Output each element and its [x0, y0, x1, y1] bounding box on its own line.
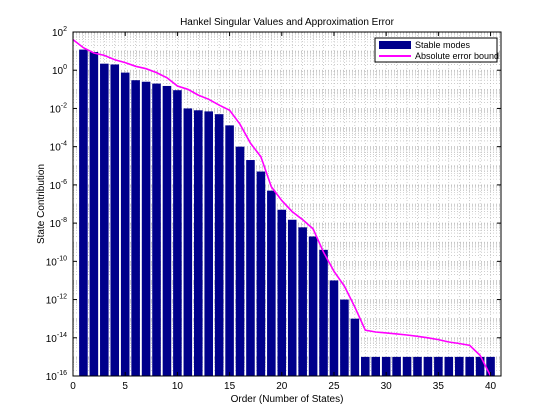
y-tick-label: 10-2 — [50, 102, 67, 115]
bar-order-26 — [340, 299, 349, 376]
legend-entry-error-bound: Absolute error bound — [415, 51, 499, 61]
x-tick-label: 10 — [172, 381, 184, 392]
y-tick-label: 10-10 — [46, 255, 67, 268]
bar-order-16 — [235, 146, 245, 376]
bar-order-34 — [423, 356, 433, 376]
bar-order-39 — [475, 356, 485, 376]
x-tick-label: 40 — [485, 381, 497, 392]
bar-order-5 — [120, 72, 130, 377]
bar-order-12 — [193, 110, 203, 376]
bar-order-3 — [100, 63, 109, 377]
x-tick-label: 35 — [433, 381, 445, 392]
bar-order-29 — [371, 356, 381, 376]
bar-order-32 — [402, 356, 412, 376]
x-tick-label: 5 — [122, 381, 128, 392]
bar-order-21 — [287, 219, 297, 376]
bar-order-20 — [277, 209, 287, 376]
legend-bar-swatch — [379, 41, 411, 49]
bar-order-35 — [434, 356, 443, 376]
bar-order-25 — [329, 280, 339, 376]
bar-order-17 — [246, 160, 255, 376]
bar-order-11 — [183, 108, 193, 376]
error-bound-line — [72, 38, 492, 377]
bars — [79, 49, 495, 377]
y-tick-label: 10-8 — [50, 217, 67, 230]
x-tick-label: 25 — [328, 381, 340, 392]
y-tick-label: 10-4 — [50, 141, 67, 154]
chart-title: Hankel Singular Values and Approximation… — [180, 17, 394, 28]
bar-order-24 — [319, 249, 328, 376]
error-bound-line-layer — [72, 38, 492, 377]
y-tick-label: 10-16 — [46, 370, 67, 383]
x-axis-label: Order (Number of States) — [231, 394, 344, 405]
y-axis-label: State Contribution — [36, 164, 47, 244]
bar-order-15 — [225, 125, 234, 377]
bar-order-27 — [350, 318, 360, 376]
bar-order-31 — [392, 356, 401, 376]
bar-order-1 — [79, 49, 88, 376]
bar-order-8 — [152, 83, 161, 376]
x-tick-label: 0 — [70, 381, 76, 392]
bar-order-14 — [214, 114, 224, 377]
bar-order-6 — [131, 80, 140, 376]
bar-order-4 — [110, 64, 120, 376]
bar-order-19 — [267, 190, 276, 376]
y-tick-label: 102 — [52, 26, 67, 39]
plot-frame — [72, 31, 502, 377]
bar-order-2 — [89, 51, 99, 376]
bar-order-9 — [162, 85, 172, 377]
y-tick-label: 100 — [52, 64, 67, 77]
bar-order-36 — [444, 356, 454, 376]
y-tick-label: 10-12 — [46, 294, 67, 307]
x-tick-label: 20 — [276, 381, 288, 392]
bar-order-28 — [361, 356, 370, 376]
bar-order-30 — [381, 356, 391, 376]
ticks: 0 5 10 15 20 25 30 35 40 10-16 10-14 10-12 10-10 10-8… — [46, 26, 501, 392]
y-tick-label: 10-6 — [50, 179, 67, 192]
x-tick-label: 15 — [224, 381, 236, 392]
bar-order-13 — [204, 111, 213, 377]
bar-order-23 — [308, 236, 318, 376]
legend: Stable modes Absolute error bound — [374, 37, 499, 63]
bar-order-40 — [486, 356, 495, 376]
bar-order-18 — [256, 171, 266, 376]
x-tick-label: 30 — [381, 381, 393, 392]
bar-order-22 — [298, 227, 307, 376]
bar-order-7 — [141, 81, 151, 376]
bar-order-10 — [173, 90, 182, 376]
bar-order-33 — [413, 356, 422, 376]
legend-entry-stable-modes: Stable modes — [415, 40, 471, 50]
y-tick-label: 10-14 — [46, 332, 67, 345]
bar-order-38 — [465, 356, 474, 376]
bar-order-37 — [454, 356, 464, 376]
